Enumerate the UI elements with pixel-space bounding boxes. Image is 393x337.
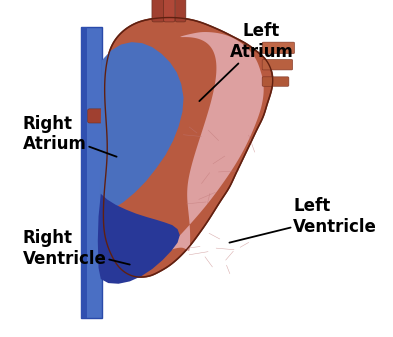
Polygon shape — [100, 113, 134, 131]
Polygon shape — [98, 194, 180, 284]
FancyBboxPatch shape — [163, 0, 175, 22]
FancyBboxPatch shape — [175, 0, 186, 22]
FancyBboxPatch shape — [262, 59, 293, 70]
Polygon shape — [81, 27, 86, 318]
FancyBboxPatch shape — [152, 0, 164, 22]
Polygon shape — [103, 18, 273, 277]
FancyBboxPatch shape — [262, 42, 294, 54]
Polygon shape — [81, 27, 101, 318]
FancyBboxPatch shape — [262, 77, 289, 86]
Text: Right
Atrium: Right Atrium — [22, 115, 117, 157]
Text: Right
Ventricle: Right Ventricle — [22, 229, 130, 268]
Polygon shape — [100, 42, 184, 213]
Polygon shape — [140, 32, 264, 272]
Text: Left
Ventricle: Left Ventricle — [230, 197, 377, 243]
Text: Left
Atrium: Left Atrium — [199, 22, 293, 101]
FancyBboxPatch shape — [88, 109, 116, 123]
